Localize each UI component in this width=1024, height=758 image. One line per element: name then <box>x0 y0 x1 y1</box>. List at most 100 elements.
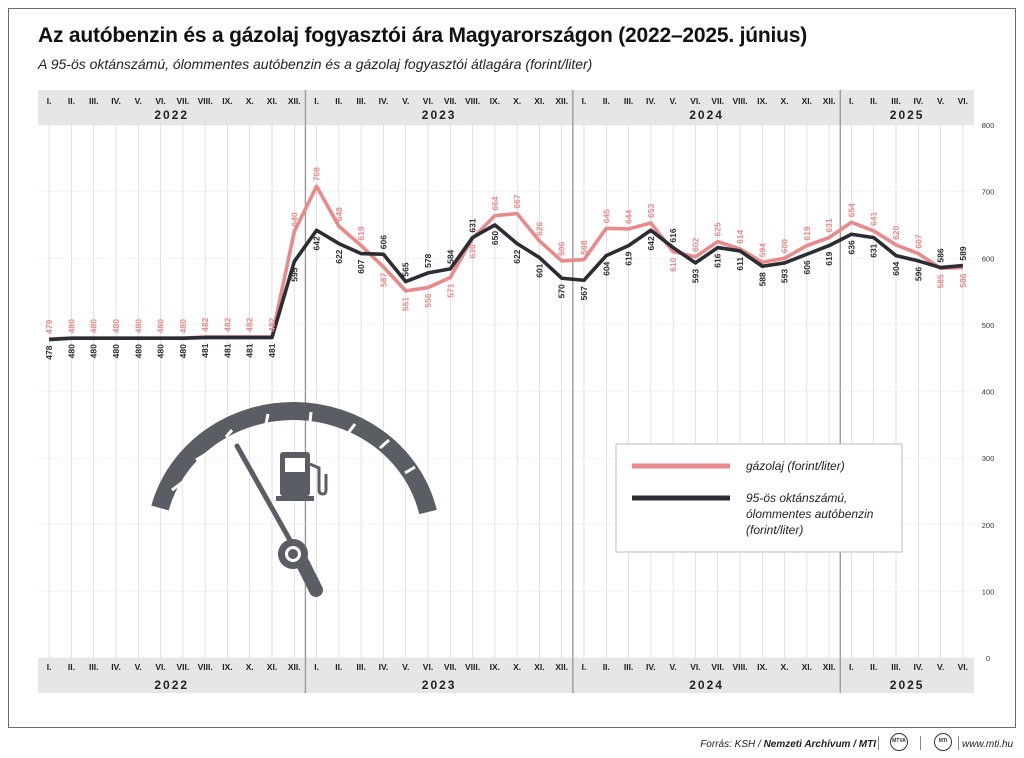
gazolaj-data-label: 667 <box>512 194 522 208</box>
benzin-data-label: 622 <box>512 249 522 263</box>
year-label-top: 2023 <box>422 108 457 122</box>
gazolaj-data-label: 620 <box>891 225 901 239</box>
gazolaj-data-label: 480 <box>66 319 76 333</box>
month-tick-label-bottom: IX. <box>222 662 232 672</box>
month-tick-label-bottom: I. <box>582 662 587 672</box>
chart-frame <box>8 8 1016 728</box>
month-tick-label-top: IV. <box>379 96 389 106</box>
y-tick-label: 400 <box>982 388 995 397</box>
year-label-bottom: 2025 <box>890 678 925 692</box>
gauge-tick <box>379 438 390 450</box>
benzin-line <box>49 223 964 342</box>
benzin-data-label: 586 <box>936 248 946 262</box>
month-tick-label-top: IV. <box>111 96 121 106</box>
month-tick-label-bottom: I. <box>849 662 854 672</box>
benzin-data-label: 619 <box>824 251 834 265</box>
legend-label-benzin-line: (forint/liter) <box>746 523 803 537</box>
month-tick-label-bottom: II. <box>335 662 342 672</box>
month-tick-label-top: VIII. <box>198 96 213 106</box>
gazolaj-data-label: 610 <box>668 257 678 271</box>
fuel-pump-hose <box>309 462 328 496</box>
source-text: Forrás: KSH / Nemzeti Archívum / MTI <box>700 739 876 750</box>
gazolaj-data-label: 602 <box>690 237 700 251</box>
y-tick-label: 500 <box>982 321 995 330</box>
month-tick-label-bottom: IV. <box>646 662 656 672</box>
month-tick-label-top: III. <box>624 96 633 106</box>
gazolaj-data-label: 619 <box>356 226 366 240</box>
month-tick-label-bottom: XI. <box>267 662 277 672</box>
month-tick-label-bottom: XI. <box>534 662 544 672</box>
gauge-needle <box>234 443 303 561</box>
benzin-data-label: 607 <box>356 259 366 273</box>
month-tick-label-top: XII. <box>288 96 301 106</box>
gazolaj-data-label: 664 <box>490 196 500 210</box>
month-tick-label-bottom: VII. <box>711 662 724 672</box>
month-tick-label-top: X. <box>513 96 521 106</box>
month-tick-label-bottom: V. <box>402 662 409 672</box>
month-tick-label-bottom: I. <box>314 662 319 672</box>
month-tick-label-top: VI. <box>690 96 700 106</box>
month-tick-label-top: X. <box>781 96 789 106</box>
gazolaj-data-label: 708 <box>312 167 322 181</box>
gauge-tick <box>195 452 207 462</box>
mtva-logo: MTVA <box>890 733 908 751</box>
month-tick-label-bottom: VIII. <box>198 662 213 672</box>
benzin-data-label: 481 <box>245 343 255 357</box>
month-tick-label-bottom: XII. <box>555 662 568 672</box>
gazolaj-data-label: 585 <box>936 274 946 288</box>
benzin-data-label: 606 <box>802 260 812 274</box>
month-tick-label-bottom: V. <box>135 662 142 672</box>
month-tick-label-bottom: X. <box>513 662 521 672</box>
month-tick-label-top: VI. <box>423 96 433 106</box>
month-tick-label-top: II. <box>68 96 75 106</box>
website-link[interactable]: www.mti.hu <box>962 739 1014 750</box>
benzin-data-label: 584 <box>445 249 455 263</box>
month-tick-label-bottom: V. <box>670 662 677 672</box>
month-tick-label-bottom: III. <box>89 662 98 672</box>
benzin-data-label: 481 <box>200 343 210 357</box>
year-label-top: 2025 <box>890 108 925 122</box>
month-tick-label-bottom: III. <box>624 662 633 672</box>
month-tick-label-top: XII. <box>823 96 836 106</box>
gazolaj-data-label: 480 <box>178 319 188 333</box>
month-tick-label-top: II. <box>870 96 877 106</box>
month-tick-label-top: V. <box>135 96 142 106</box>
fuel-pump-base <box>276 496 314 501</box>
gazolaj-data-label: 607 <box>913 234 923 248</box>
benzin-data-label: 604 <box>601 261 611 275</box>
top-axis-band <box>38 90 974 125</box>
gauge-tick <box>347 423 357 433</box>
month-tick-label-top: I. <box>582 96 587 106</box>
gazolaj-data-label: 641 <box>869 211 879 225</box>
month-tick-label-bottom: IV. <box>913 662 923 672</box>
gazolaj-data-label: 571 <box>445 283 455 297</box>
year-label-bottom: 2023 <box>422 678 457 692</box>
legend-label-gazolaj: gázolaj (forint/liter) <box>746 459 845 473</box>
gazolaj-data-label: 482 <box>222 317 232 331</box>
month-tick-label-top: V. <box>937 96 944 106</box>
benzin-data-label: 480 <box>178 344 188 358</box>
month-tick-label-top: VI. <box>958 96 968 106</box>
benzin-data-label: 570 <box>557 284 567 298</box>
month-tick-label-top: XI. <box>802 96 812 106</box>
gauge-tick <box>171 480 184 492</box>
gazolaj-data-label: 625 <box>713 222 723 236</box>
gazolaj-data-label: 586 <box>958 273 968 287</box>
month-tick-label-bottom: IX. <box>757 662 767 672</box>
gazolaj-data-label: 600 <box>780 239 790 253</box>
y-tick-label: 100 <box>982 587 995 596</box>
month-tick-label-top: IX. <box>490 96 500 106</box>
benzin-data-label: 631 <box>869 243 879 257</box>
gazolaj-data-label: 631 <box>824 218 834 232</box>
benzin-data-label: 565 <box>401 262 411 276</box>
gazolaj-data-label: 626 <box>534 221 544 235</box>
month-tick-label-top: III. <box>891 96 900 106</box>
month-tick-label-bottom: IV. <box>379 662 389 672</box>
month-tick-label-bottom: VIII. <box>465 662 480 672</box>
gazolaj-data-label: 482 <box>267 317 277 331</box>
benzin-data-label: 480 <box>156 344 166 358</box>
gazolaj-data-label: 480 <box>156 319 166 333</box>
fuel-gauge-icon <box>151 402 437 515</box>
gauge-tick <box>404 465 416 475</box>
month-tick-label-bottom: II. <box>68 662 75 672</box>
